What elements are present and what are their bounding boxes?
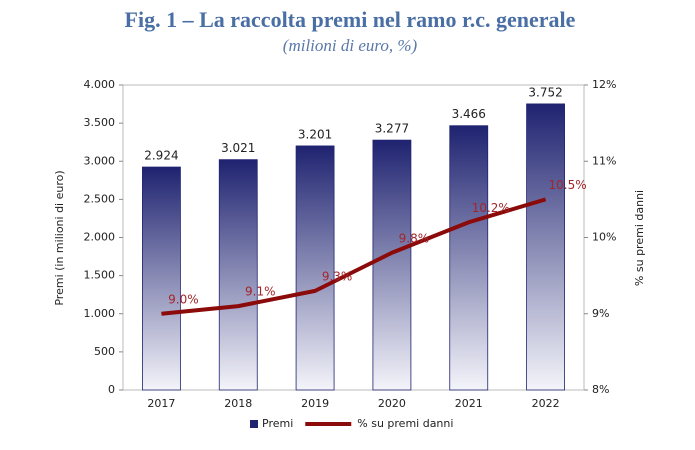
y2-axis-label: % su premi danni [633,190,646,286]
bar [218,159,258,391]
y-tick-label: 500 [94,345,115,358]
y-axis-label: Premi (in milioni di euro) [53,170,66,305]
y2-tick-label: 11% [592,154,616,167]
y-tick-label: 1.500 [84,269,116,282]
bar [526,103,565,391]
y-tick-label: 3.500 [84,116,116,129]
x-tick-label: 2022 [532,397,560,410]
chart-subtitle: (milioni di euro, %) [283,36,418,55]
plot-frame [122,84,585,391]
bar-value-label: 3.466 [452,107,486,121]
bar-value-label: 3.021 [221,141,255,155]
y-tick-label: 3.000 [84,154,116,167]
bar-value-label: 3.201 [298,127,332,141]
bar [372,139,412,391]
y2-tick-label: 8% [592,383,609,396]
line-value-label: 9.3% [322,269,353,283]
bar [449,125,489,391]
bar [295,145,335,391]
line-value-label: 10.5% [549,178,587,192]
legend-label: Premi [262,417,293,430]
y-tick-label: 0 [108,383,115,396]
line-value-label: 10.2% [472,201,510,215]
legend-swatch [250,420,258,428]
bar-value-label: 3.277 [375,122,409,136]
y-tick-label: 2.500 [84,192,116,205]
bar-value-label: 3.752 [528,85,562,99]
x-tick-label: 2017 [147,397,175,410]
line-value-label: 9.0% [168,292,199,306]
chart-title: Fig. 1 – La raccolta premi nel ramo r.c.… [125,7,576,32]
line-value-label: 9.1% [245,285,276,299]
bar [142,166,181,391]
x-tick-label: 2020 [378,397,406,410]
y2-tick-label: 12% [592,78,616,91]
y-tick-label: 2.000 [84,231,116,244]
bar-value-label: 2.924 [144,149,178,163]
y-tick-label: 1.000 [84,307,116,320]
line [161,197,547,316]
y2-tick-label: 10% [592,231,616,244]
x-tick-label: 2018 [224,397,252,410]
x-tick-label: 2019 [301,397,329,410]
line-value-label: 9.8% [399,231,430,245]
x-tick-label: 2021 [455,397,483,410]
y-tick-label: 4.000 [84,78,116,91]
y2-tick-label: 9% [592,307,609,320]
legend-label: % su premi danni [357,417,453,430]
